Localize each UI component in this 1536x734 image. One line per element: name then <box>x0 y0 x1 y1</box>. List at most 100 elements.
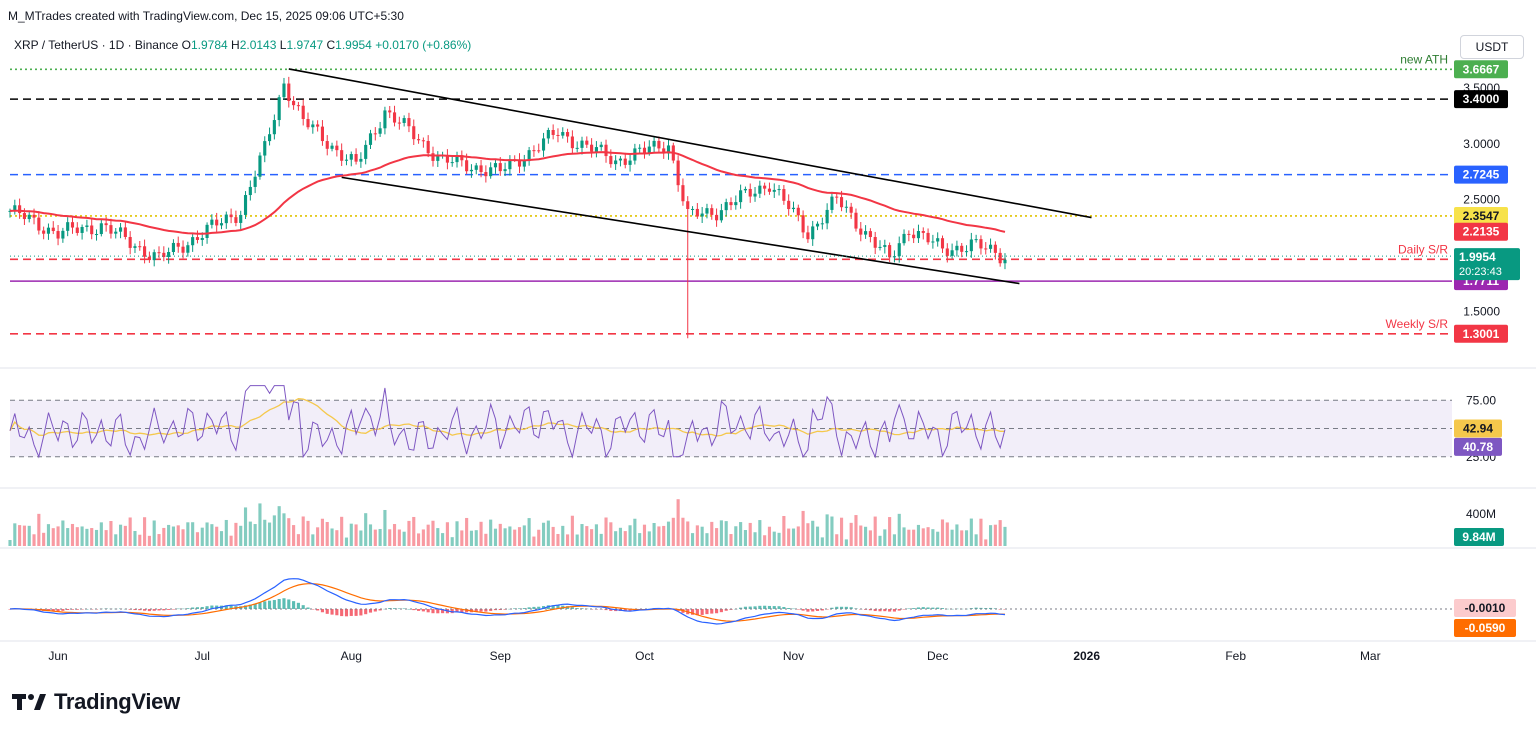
volume-bar <box>306 520 310 546</box>
volume-bar <box>320 518 324 546</box>
tradingview-logo[interactable]: TradingView <box>12 689 180 715</box>
macd-histogram-bar <box>825 609 829 610</box>
open-label: O <box>181 38 191 52</box>
candle-body <box>594 147 598 152</box>
candle-body <box>296 105 300 107</box>
time-axis-label: Aug <box>341 649 362 663</box>
macd-histogram-bar <box>517 608 522 609</box>
candle-body <box>239 214 243 223</box>
candle-body <box>109 225 113 234</box>
rsi-value-badge <box>1454 437 1502 456</box>
volume-last-badge <box>1454 528 1504 546</box>
candle-body <box>921 231 925 233</box>
candle-body <box>383 110 387 129</box>
candle-body <box>551 130 555 135</box>
volume-bar <box>133 530 137 546</box>
candle-body <box>988 244 993 249</box>
volume-bar <box>354 524 358 546</box>
tradingview-logo-text: TradingView <box>54 689 180 714</box>
candle-body <box>883 245 887 247</box>
macd-histogram-bar <box>705 609 709 615</box>
candle-body <box>234 217 238 223</box>
macd-histogram-bar <box>892 609 896 612</box>
volume-bar <box>950 529 954 546</box>
candle-body <box>787 200 791 210</box>
macd-histogram-bar <box>181 608 185 610</box>
volume-bar <box>897 513 901 546</box>
volume-bar <box>960 530 964 546</box>
volume-bar <box>628 525 632 546</box>
macd-histogram-bar <box>541 606 546 609</box>
macd-histogram-bar <box>513 608 517 609</box>
volume-bar <box>570 515 574 546</box>
volume-bar <box>340 516 344 546</box>
macd-histogram-bar <box>849 607 853 609</box>
ema-badge-label: 2.2135 <box>1463 225 1500 239</box>
level-note: Daily S/R <box>1398 242 1448 256</box>
macd-histogram-bar <box>421 609 425 612</box>
candle-body <box>772 189 776 192</box>
volume-bar <box>508 526 512 546</box>
candle-body <box>118 227 123 232</box>
level-badge-label: 2.7245 <box>1463 168 1500 182</box>
level-note: Weekly S/R <box>1386 317 1449 331</box>
time-axis-label: Dec <box>927 649 948 663</box>
level-badge <box>1454 206 1508 225</box>
volume-bar <box>666 521 671 546</box>
volume-bar <box>777 532 781 546</box>
volume-bar <box>162 527 166 546</box>
volume-bar <box>296 534 300 546</box>
volume-bar <box>445 522 449 546</box>
macd-histogram-bar <box>508 608 512 610</box>
volume-bar <box>974 534 978 546</box>
candle-body <box>945 248 949 256</box>
volume-bar <box>94 529 99 546</box>
macd-histogram-bar <box>167 609 171 610</box>
rsi-value-badge <box>1454 419 1502 438</box>
candle-body <box>138 246 142 248</box>
candle-body <box>993 244 997 253</box>
volume-bar <box>267 522 272 546</box>
candle-body <box>469 169 474 172</box>
volume-bar <box>407 520 411 546</box>
candle-body <box>801 215 805 233</box>
rsi-tick-label: 75.00 <box>1466 393 1496 407</box>
open-value: 1.9784 <box>190 38 228 52</box>
symbol-legend[interactable]: XRP / TetherUS · 1D · Binance O1.9784 H2… <box>14 38 471 52</box>
candle-body <box>969 239 973 252</box>
candle-body <box>892 256 896 258</box>
volume-bar <box>715 528 719 546</box>
volume-bar <box>469 530 474 546</box>
macd-histogram-bar <box>296 602 300 609</box>
candle-body <box>561 132 565 136</box>
macd-histogram-bar <box>407 608 411 610</box>
macd-histogram-bar <box>152 609 156 611</box>
volume-bar <box>316 527 320 546</box>
volume-bar <box>806 523 810 546</box>
symbol-name: XRP / TetherUS · 1D · Binance <box>14 38 179 52</box>
price-tick-label: 1.5000 <box>1463 304 1500 318</box>
volume-bar <box>325 522 329 546</box>
high-label: H <box>231 38 240 52</box>
macd-value-badge <box>1454 599 1516 617</box>
volume-bar <box>931 529 935 546</box>
candle-body <box>724 202 728 211</box>
candle-body <box>820 223 824 225</box>
currency-selector[interactable]: USDT <box>1460 35 1524 59</box>
volume-bar <box>330 528 334 546</box>
macd-histogram-bar <box>791 608 796 610</box>
candle-body <box>580 140 584 148</box>
close-value: 1.9954 <box>335 38 372 52</box>
candle-body <box>743 188 747 191</box>
macd-histogram-bar <box>479 609 483 612</box>
macd-histogram-bar <box>267 600 272 609</box>
candle-body <box>652 140 656 147</box>
macd-histogram-bar <box>195 607 200 609</box>
volume-tick-label: 400M <box>1466 507 1496 521</box>
candle-body <box>171 242 175 253</box>
candle-body <box>811 226 815 240</box>
volume-bar <box>830 516 834 546</box>
volume-bar <box>210 524 214 546</box>
volume-bar <box>176 525 180 546</box>
